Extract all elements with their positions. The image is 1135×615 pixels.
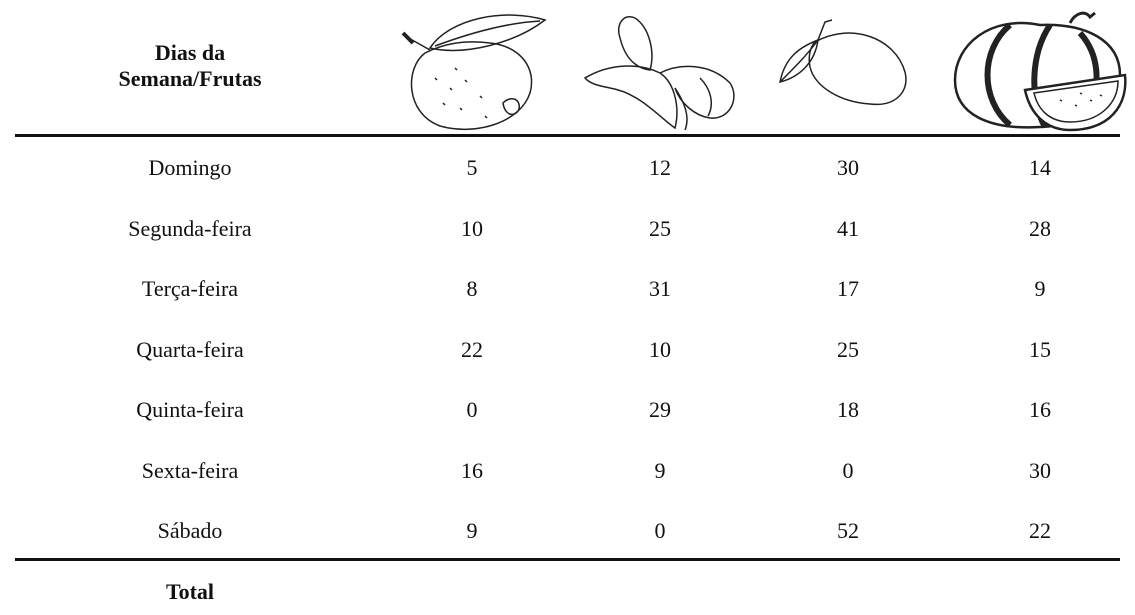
day-cell: Segunda-feira: [128, 215, 252, 241]
count-cell: 0: [466, 397, 478, 422]
count-cell: 18: [837, 397, 859, 422]
count-cell: 14: [1029, 155, 1051, 180]
count-cell: 8: [466, 276, 478, 301]
day-cell: Sábado: [157, 518, 223, 543]
count-cell: 0: [654, 518, 666, 543]
day-cell: Quinta-feira: [136, 397, 244, 422]
count-cell: 9: [1034, 276, 1046, 301]
count-cell: 10: [649, 336, 671, 362]
count-cell: 29: [649, 397, 671, 422]
total-label: Total: [165, 579, 215, 604]
day-cell: Sexta-feira: [141, 457, 239, 483]
header-cell: Dias da Semana/Frutas: [118, 40, 262, 91]
day-cell: Quarta-feira: [136, 336, 244, 362]
rule: [15, 134, 1120, 137]
count-cell: 25: [649, 215, 671, 241]
count-cell: 9: [654, 457, 666, 483]
count-cell: 9: [466, 518, 478, 543]
count-cell: 41: [837, 215, 859, 241]
count-cell: 31: [649, 276, 671, 301]
count-cell: 17: [837, 276, 859, 301]
rule: [15, 558, 1120, 561]
lemon-icon: [779, 19, 907, 106]
count-cell: 0: [842, 457, 854, 483]
guava-icon: [401, 14, 547, 130]
count-cell: 12: [649, 155, 671, 180]
count-cell: 28: [1029, 215, 1051, 241]
day-cell: Domingo: [148, 155, 232, 180]
count-cell: 10: [461, 215, 483, 241]
count-cell: 16: [1029, 397, 1051, 422]
count-cell: 22: [1029, 518, 1051, 543]
count-cell: 30: [1029, 457, 1051, 483]
day-cell: Terça-feira: [141, 276, 239, 301]
watermelon-icon: [953, 11, 1127, 132]
banana-icon: [583, 16, 735, 131]
count-cell: 30: [837, 155, 859, 180]
count-cell: 52: [837, 518, 859, 543]
count-cell: 25: [837, 336, 859, 362]
count-cell: 15: [1029, 336, 1051, 362]
count-cell: 5: [466, 155, 478, 180]
count-cell: 16: [461, 457, 483, 483]
count-cell: 22: [461, 336, 483, 362]
